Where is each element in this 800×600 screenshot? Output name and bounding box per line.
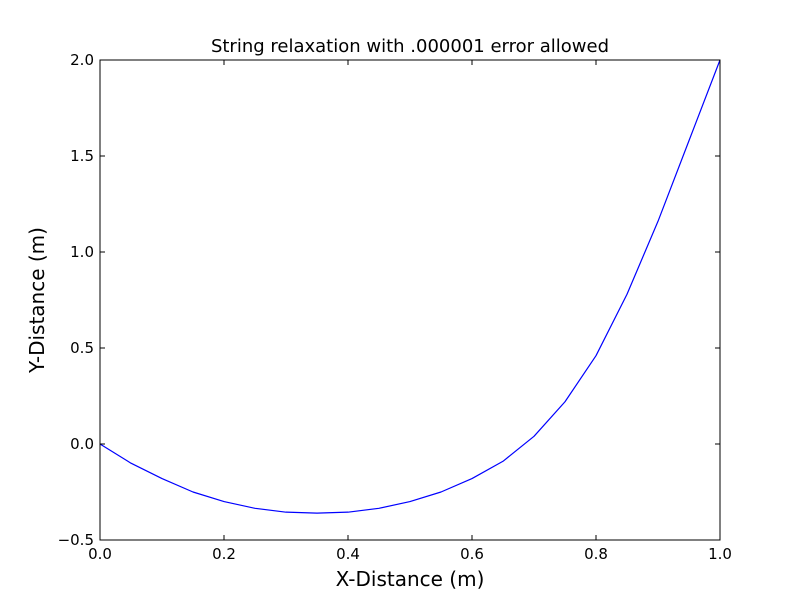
y-tick-label: 0.5 <box>70 339 94 357</box>
x-tick-label: 0.2 <box>212 545 236 563</box>
y-tick-label: 1.5 <box>70 147 94 165</box>
y-tick-label: −0.5 <box>58 531 94 549</box>
chart-title: String relaxation with .000001 error all… <box>211 36 609 57</box>
series-line-0 <box>99 59 721 514</box>
y-tick-label: 2.0 <box>70 51 94 69</box>
x-tick-label: 0.0 <box>88 545 112 563</box>
plot-area: 0.0 0.2 0.4 0.6 0.8 1.0−0.50.00.51.01.52.0 <box>58 51 732 563</box>
x-tick-label: 0.6 <box>460 545 484 563</box>
x-axis-title: X-Distance (m) <box>336 567 485 591</box>
plot-frame <box>99 59 721 541</box>
y-tick-label: 0.0 <box>70 435 94 453</box>
x-tick-label: 1.0 <box>708 545 732 563</box>
y-axis-title: Y-Distance (m) <box>25 227 49 374</box>
y-tick-label: 1.0 <box>70 243 94 261</box>
x-tick-label: 0.8 <box>584 545 608 563</box>
x-tick-label: 0.4 <box>336 545 360 563</box>
